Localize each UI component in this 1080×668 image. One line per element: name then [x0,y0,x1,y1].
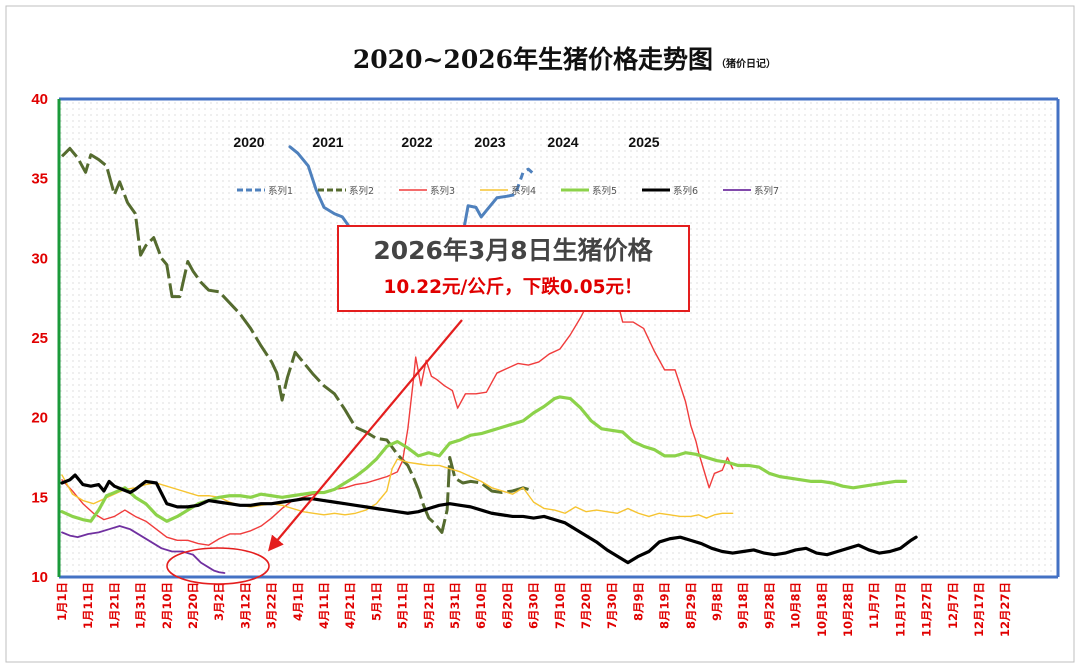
y-tick-label: 30 [31,250,48,267]
x-tick-label: 5月1日 [369,582,383,621]
x-tick-label: 10月8日 [789,582,803,629]
legend-label: 系列1 [268,185,293,197]
x-tick-label: 7月30日 [605,582,619,629]
year-label: 2023 [474,134,505,150]
x-tick-label: 9月18日 [736,582,750,629]
y-tick-label: 20 [31,410,48,427]
year-label: 2025 [628,134,659,150]
legend-label: 系列6 [673,185,698,197]
series-line-1-dashed [507,167,535,198]
x-tick-label: 9月8日 [710,582,724,621]
year-label: 2024 [547,134,578,150]
x-tick-label: 4月1日 [291,582,305,621]
series-line-2 [60,146,535,534]
year-label: 2021 [312,134,343,150]
x-tick-label: 4月21日 [343,582,357,629]
x-tick-label: 6月30日 [527,582,541,629]
x-tick-label: 10月28日 [841,582,855,637]
y-tick-label: 25 [31,330,48,347]
x-tick-label: 10月18日 [815,582,829,637]
annotation-highlight-ellipse [166,547,270,585]
plot-area [59,99,1058,577]
y-tick-label: 15 [31,489,48,506]
series-line-3 [61,286,734,546]
chart-title: 2020~2026年生猪价格走势图 （猪价日记） [353,45,776,74]
y-tick-label: 10 [31,569,48,586]
chart-title-text: 2020~2026年生猪价格走势图 [353,45,713,74]
x-tick-label: 12月17日 [972,582,986,637]
x-tick-label: 8月19日 [658,582,672,629]
x-tick-label: 3月2日 [212,582,226,621]
chart-subtitle-text: （猪价日记） [716,57,776,70]
x-tick-label: 11月7日 [867,582,881,629]
year-label: 2022 [401,134,432,150]
x-tick-label: 11月27日 [920,582,934,637]
annotation-line2: 10.22元/公斤，下跌0.05元！ [384,276,643,298]
x-tick-label: 5月21日 [422,582,436,629]
legend-label: 系列4 [511,185,536,197]
y-axis-ticks: 40 35 30 25 20 15 10 [31,91,48,586]
legend-label: 系列5 [592,185,617,197]
x-tick-label: 3月22日 [265,582,279,629]
year-labels: 2020 2021 2022 2023 2024 2025 [233,134,659,150]
series-line-7 [61,525,226,574]
annotation-box [337,225,690,312]
x-tick-label: 1月1日 [55,582,69,621]
x-tick-label: 6月20日 [500,582,514,629]
x-tick-label: 8月29日 [684,582,698,629]
legend-label: 系列2 [349,185,374,197]
annotation: 2026年3月8日生猪价格 10.22元/公斤，下跌0.05元！ [166,225,690,585]
x-tick-label: 5月11日 [396,582,410,629]
legend-label: 系列7 [754,185,779,197]
annotation-line1: 2026年3月8日生猪价格 [373,236,653,265]
x-tick-label: 2月20日 [186,582,200,629]
x-tick-label: 3月12日 [238,582,252,629]
x-axis-ticks: 1月1日 1月11日 1月21日 1月31日 2月10日 2月20日 3月2日 3月12日 3月… [55,582,1012,637]
x-tick-label: 11月17日 [893,582,907,637]
x-tick-label: 4月11日 [317,582,331,629]
x-tick-label: 12月27日 [998,582,1012,637]
x-tick-label: 7月20日 [579,582,593,629]
x-tick-label: 9月28日 [762,582,776,629]
x-tick-label: 6月10日 [474,582,488,629]
y-tick-label: 35 [31,171,48,188]
x-tick-label: 2月10日 [160,582,174,629]
x-tick-label: 1月11日 [81,582,95,629]
x-tick-label: 1月31日 [134,582,148,629]
x-tick-label: 12月7日 [946,582,960,629]
x-tick-label: 7月10日 [553,582,567,629]
x-tick-label: 5月31日 [448,582,462,629]
legend: 系列1 系列2 系列3 系列4 系列5 系列6 系列7 [237,185,779,197]
series-line-4 [61,458,734,519]
legend-label: 系列3 [430,185,455,197]
x-tick-label: 8月9日 [631,582,645,621]
annotation-arrow [268,319,463,552]
y-tick-label: 40 [31,91,48,108]
x-tick-label: 1月21日 [107,582,121,629]
year-label: 2020 [233,134,264,150]
series-line-6 [60,473,918,565]
